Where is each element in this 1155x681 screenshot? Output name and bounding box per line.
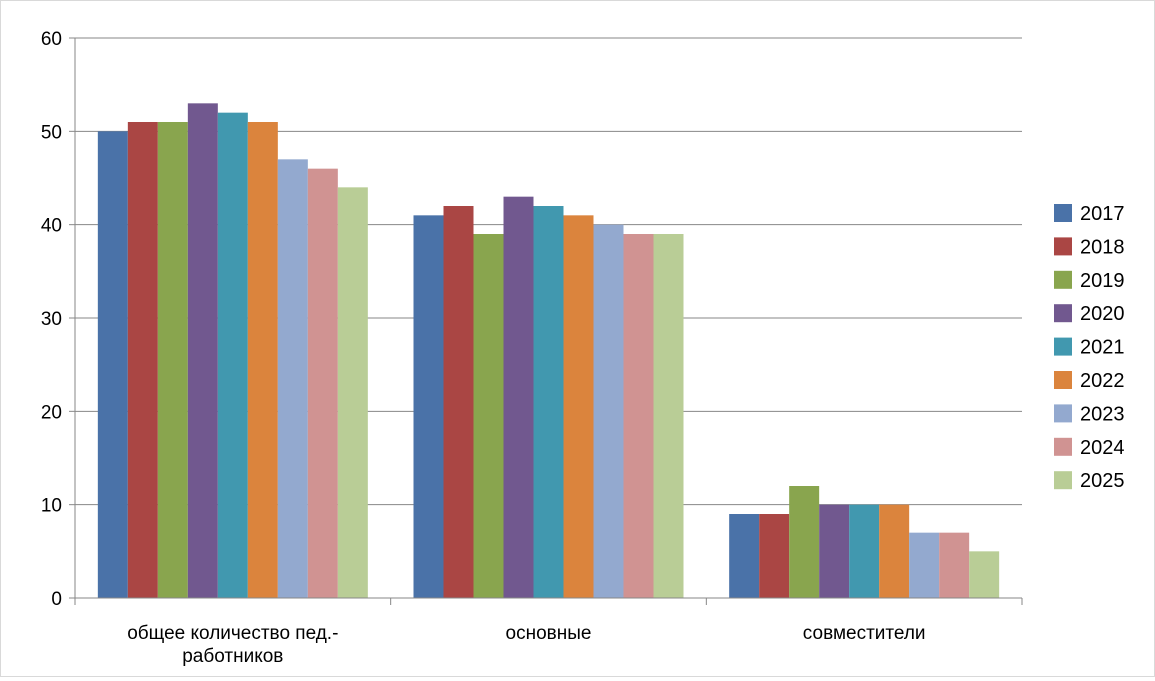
y-tick-label: 60 bbox=[41, 29, 62, 50]
x-category-label-line: общее количество пед.- bbox=[127, 623, 338, 644]
legend-swatch-2022 bbox=[1054, 371, 1072, 389]
bar-2017-3 bbox=[729, 514, 760, 598]
bar-2021-3 bbox=[849, 504, 880, 598]
bar-2020-2 bbox=[503, 196, 534, 598]
legend-swatch-2017 bbox=[1054, 204, 1072, 222]
bar-2022-2 bbox=[563, 215, 594, 599]
y-tick-label: 0 bbox=[51, 589, 62, 610]
legend-swatch-2023 bbox=[1054, 404, 1072, 423]
bar-2025-1 bbox=[337, 187, 368, 599]
bar-2020-3 bbox=[819, 504, 850, 598]
legend-swatch-2020 bbox=[1054, 304, 1072, 323]
legend-label-2024: 2024 bbox=[1080, 437, 1125, 459]
bar-2021-2 bbox=[533, 206, 564, 598]
x-category-label: совместители bbox=[803, 623, 926, 644]
legend-swatch-2019 bbox=[1054, 270, 1072, 289]
bar-2017-2 bbox=[413, 215, 444, 599]
legend-label-2025: 2025 bbox=[1080, 470, 1125, 492]
bar-2018-3 bbox=[759, 514, 790, 598]
bar-2019-1 bbox=[157, 122, 188, 598]
y-tick-label: 30 bbox=[41, 309, 62, 330]
y-tick-label: 20 bbox=[41, 402, 62, 423]
bar-2022-3 bbox=[879, 504, 910, 598]
legend-label-2020: 2020 bbox=[1080, 303, 1125, 325]
bar-2018-2 bbox=[443, 206, 474, 598]
bar-2017-1 bbox=[97, 131, 128, 599]
bar-2024-2 bbox=[623, 234, 654, 598]
bar-2024-1 bbox=[307, 168, 338, 598]
legend-swatch-2021 bbox=[1054, 337, 1072, 356]
bar-2019-3 bbox=[789, 486, 820, 598]
legend: 2017 2018 2019 2020 2021 2022 2023 2024 2025 bbox=[1054, 203, 1125, 492]
bar-2025-2 bbox=[653, 234, 684, 598]
bar-2021-1 bbox=[217, 112, 248, 599]
bar-2019-2 bbox=[473, 234, 504, 598]
x-category-label: общее количество пед.-работников bbox=[127, 623, 338, 667]
x-category-label-line: совместители bbox=[803, 623, 926, 644]
y-tick-label: 10 bbox=[41, 496, 62, 517]
bar-2024-3 bbox=[939, 532, 970, 598]
y-tick-label: 50 bbox=[41, 122, 62, 143]
bar-2018-1 bbox=[127, 122, 158, 598]
x-category-label: основные bbox=[506, 623, 592, 644]
bar-2020-1 bbox=[187, 103, 218, 598]
bar-2023-1 bbox=[277, 159, 308, 599]
legend-label-2019: 2019 bbox=[1080, 270, 1125, 292]
legend-label-2022: 2022 bbox=[1080, 370, 1125, 392]
x-category-label-line: работников bbox=[182, 646, 283, 667]
bar-2023-2 bbox=[593, 224, 624, 598]
legend-swatch-2025 bbox=[1054, 471, 1072, 490]
bar-2023-3 bbox=[909, 532, 940, 598]
axes bbox=[69, 37, 1023, 605]
x-category-label-line: основные bbox=[506, 623, 592, 644]
legend-swatch-2018 bbox=[1054, 237, 1072, 256]
axis-labels: 0 10 20 30 40 50 60 общее количество пед.-работ… bbox=[41, 29, 926, 667]
legend-label-2018: 2018 bbox=[1080, 236, 1125, 258]
bar-2022-1 bbox=[247, 122, 278, 598]
bar-2025-3 bbox=[969, 551, 1000, 598]
legend-label-2023: 2023 bbox=[1080, 403, 1125, 425]
y-tick-label: 40 bbox=[41, 216, 62, 237]
legend-label-2017: 2017 bbox=[1080, 203, 1125, 225]
legend-swatch-2024 bbox=[1054, 437, 1072, 456]
bars bbox=[97, 103, 1000, 599]
legend-label-2021: 2021 bbox=[1080, 337, 1125, 359]
